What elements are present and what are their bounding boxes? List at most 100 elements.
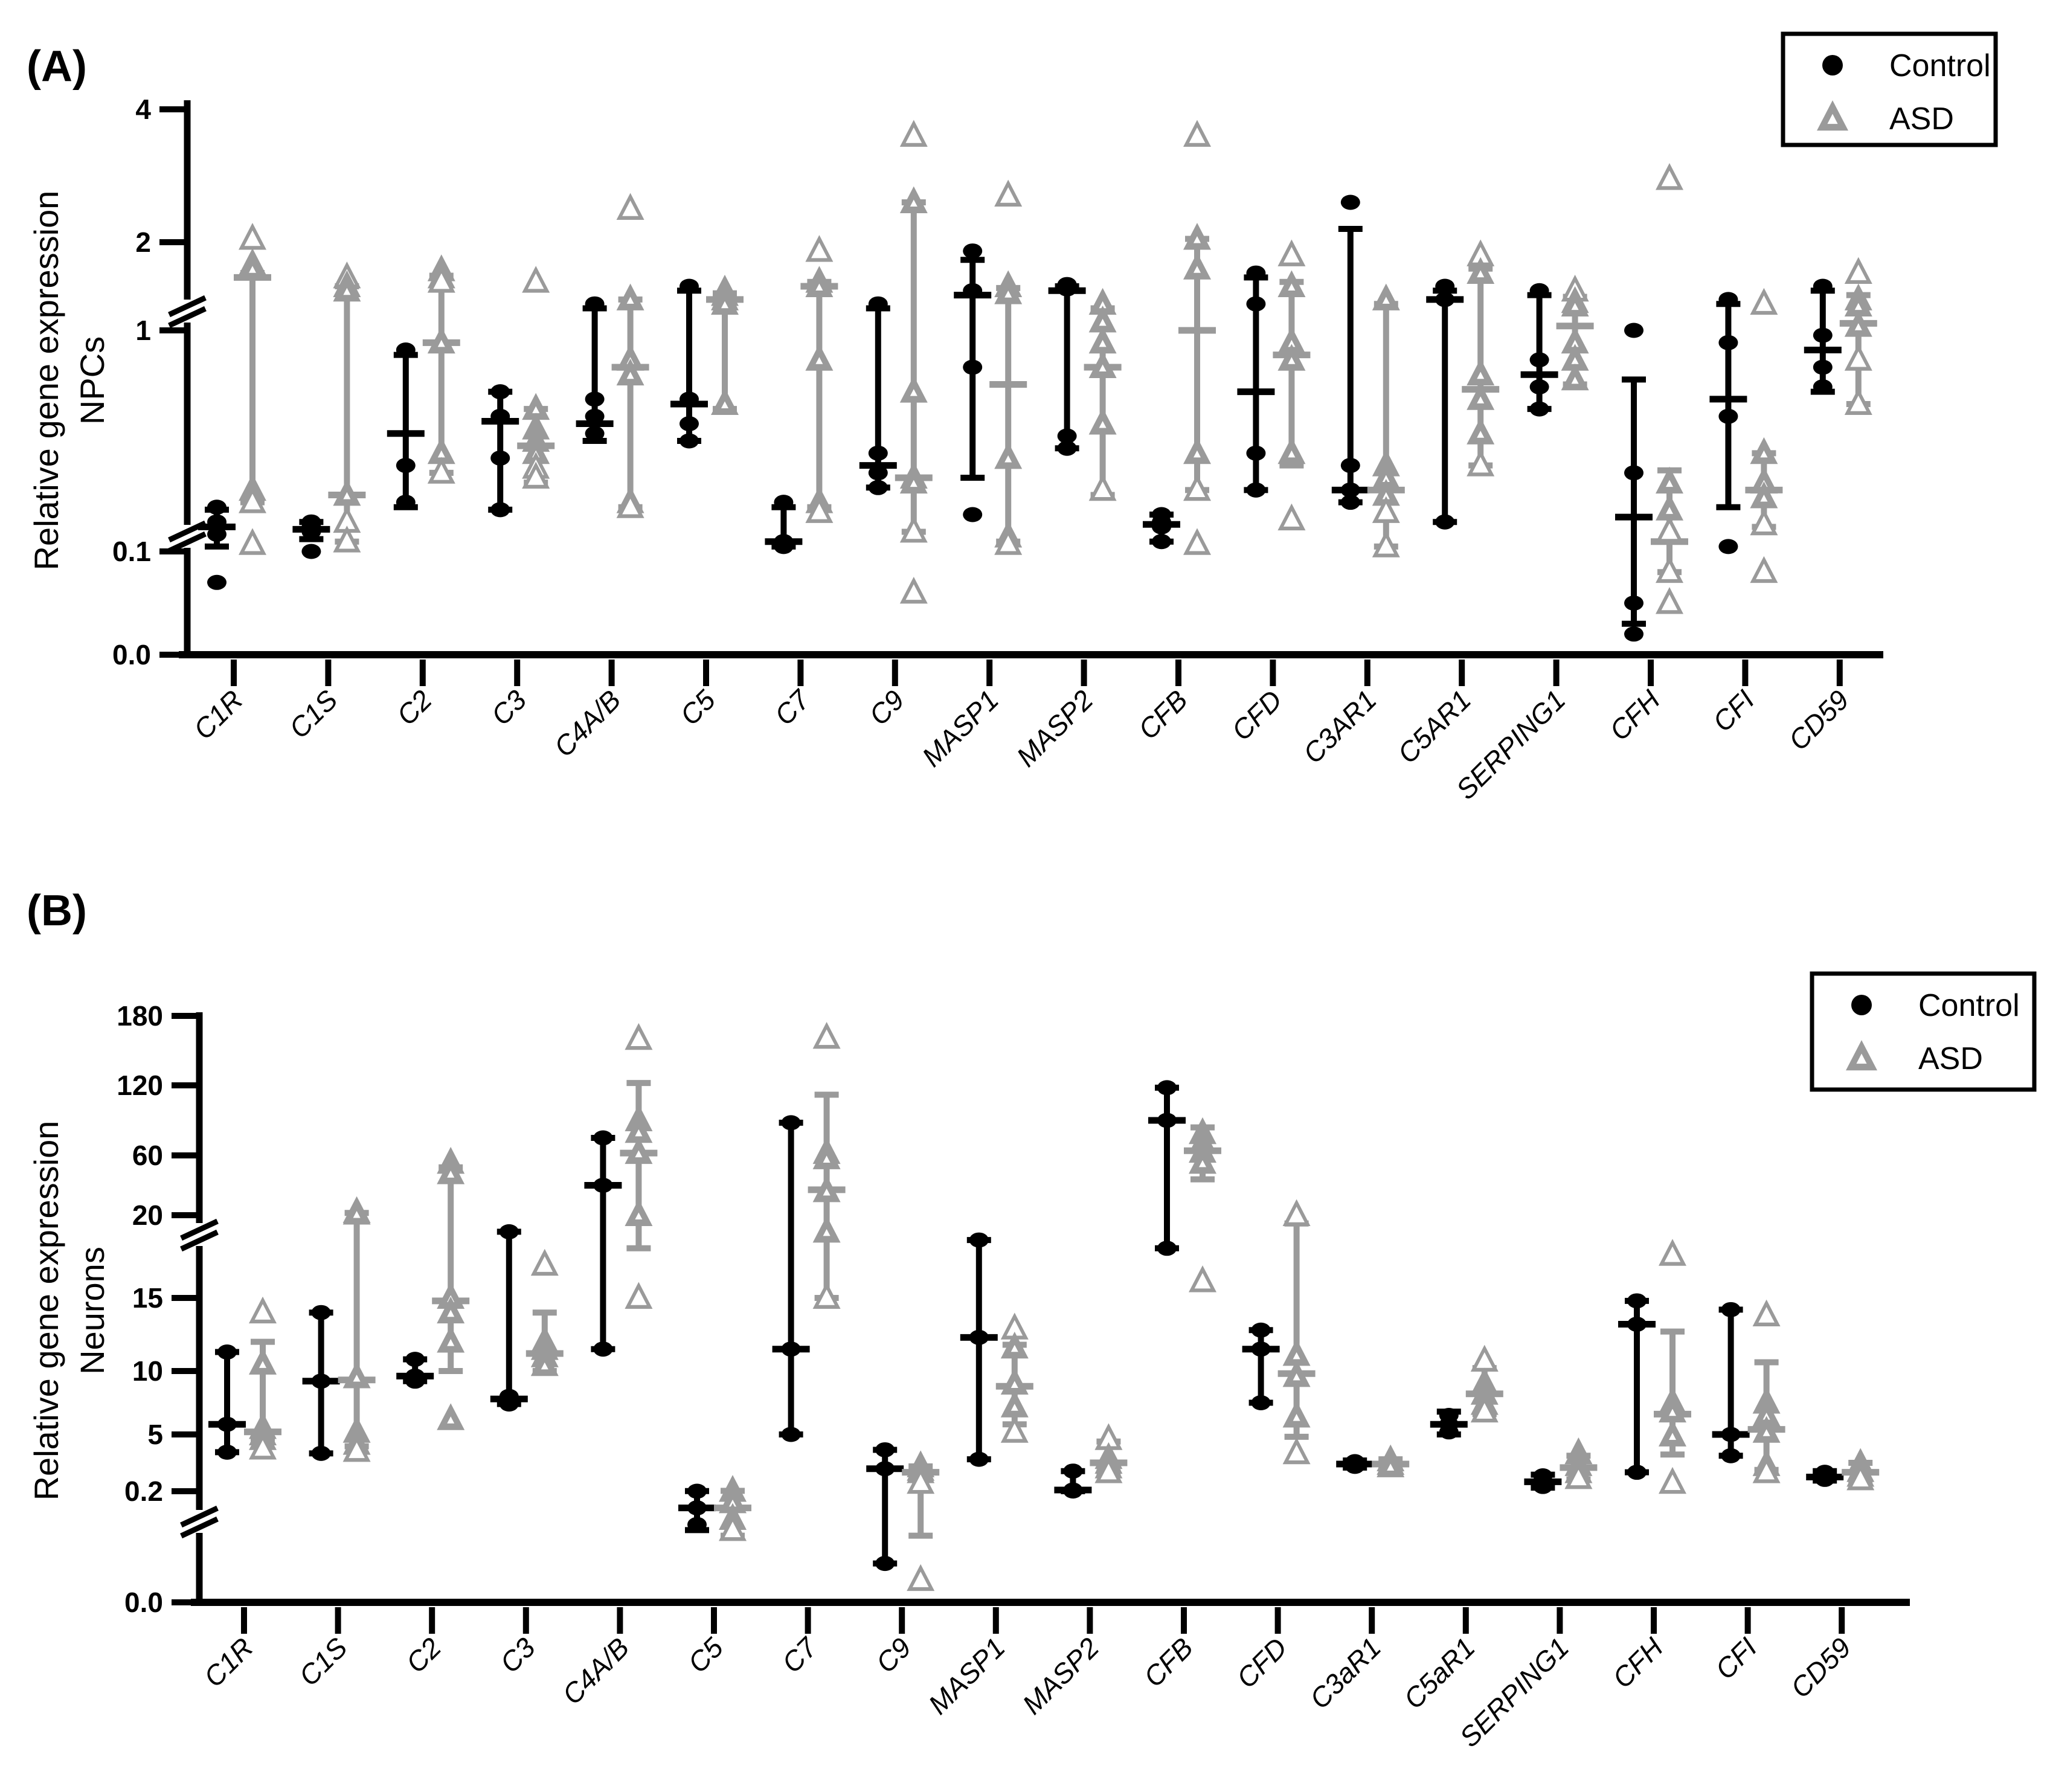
axis-break-icon [180, 1218, 219, 1241]
asd-point-center [343, 287, 351, 295]
control-point [963, 507, 983, 522]
control-point [207, 574, 227, 590]
control-point [207, 527, 227, 542]
asd-point-center [1004, 455, 1012, 463]
control-point [680, 391, 699, 407]
asd-point-center [905, 584, 922, 600]
asd-point-center [343, 492, 351, 499]
y-tick-label: 4 [135, 94, 151, 125]
asd-point-center [437, 450, 445, 458]
gene-label: CFB [1137, 1631, 1199, 1693]
control-point [969, 1329, 989, 1345]
control-point [1529, 283, 1549, 298]
control-point [1718, 539, 1738, 554]
control-point [781, 1427, 801, 1442]
asd-point-center [1378, 503, 1395, 519]
asd-point-center [1760, 450, 1768, 458]
y-tick-label: 0.2 [124, 1476, 163, 1507]
control-point [1057, 440, 1077, 456]
control-point [1813, 379, 1833, 395]
gene-label: CD59 [1784, 1631, 1857, 1704]
asd-point-center [447, 1171, 455, 1178]
control-point [499, 1396, 519, 1412]
control-point [1057, 281, 1077, 297]
asd-point-center [259, 1361, 266, 1368]
gene-label: MASP2 [1011, 684, 1099, 772]
control-point [1057, 428, 1077, 444]
control-point [1246, 445, 1266, 461]
control-point [1246, 296, 1266, 312]
control-point [301, 524, 321, 539]
control-point [311, 1373, 331, 1389]
control-point [868, 445, 888, 461]
gene-label: C9 [863, 684, 910, 731]
asd-point-center [1006, 1423, 1023, 1439]
axis-break-icon [180, 1229, 219, 1252]
asd-point-center [254, 1304, 271, 1320]
asd-point-center [1669, 1433, 1676, 1440]
asd-point-center [1477, 371, 1485, 379]
asd-point-center [527, 469, 544, 485]
asd-point-center [536, 1256, 553, 1272]
gene-label: C5AR1 [1392, 684, 1477, 769]
asd-point-center [244, 230, 261, 246]
control-point [1157, 1080, 1177, 1096]
control-point [680, 416, 699, 432]
asd-point-center [622, 498, 638, 515]
control-point [1063, 1483, 1083, 1499]
gene-label: CFB [1132, 684, 1194, 745]
legend-triangle-icon [1856, 1053, 1867, 1064]
asd-point-center [1664, 1474, 1681, 1491]
asd-point-center [1756, 564, 1772, 579]
asd-point-center [1571, 376, 1579, 384]
gene-label: C5aR1 [1398, 1631, 1481, 1715]
control-point [1063, 1463, 1083, 1479]
asd-point-center [1099, 301, 1107, 309]
control-point [1157, 1241, 1177, 1256]
asd-point-center [1284, 511, 1300, 527]
axis-break-icon [168, 295, 207, 318]
legend-control-label: Control [1918, 988, 2020, 1023]
control-point [207, 514, 227, 530]
legend-asd-label: ASD [1918, 1041, 1983, 1076]
asd-point-center [1288, 283, 1296, 291]
asd-point-center [1101, 1463, 1117, 1480]
asd-point-center [1194, 236, 1201, 243]
control-point [1533, 1479, 1553, 1494]
control-point [963, 359, 983, 375]
control-point [1624, 323, 1644, 338]
asd-point-center [1669, 1408, 1676, 1416]
asd-point-center [815, 283, 823, 291]
gene-label: CFD [1230, 1631, 1293, 1694]
asd-point-center [244, 535, 261, 551]
control-point [1718, 292, 1738, 307]
control-point [217, 1444, 237, 1460]
control-point [490, 450, 510, 466]
asd-point-center [1661, 594, 1678, 611]
asd-point-center [910, 480, 917, 487]
control-point [1340, 482, 1360, 498]
y-tick-label: 20 [132, 1199, 163, 1231]
asd-point-center [353, 1374, 361, 1382]
asd-point-center [1666, 507, 1673, 514]
control-point [217, 1416, 237, 1432]
asd-point-center [353, 1210, 361, 1218]
legend-box [1781, 31, 1998, 147]
asd-point-center [905, 523, 922, 539]
asd-point-center [1099, 364, 1107, 371]
asd-point-center [626, 297, 634, 304]
asd-point-center [1194, 266, 1201, 273]
control-point [1624, 465, 1644, 481]
legend-asd-label: ASD [1889, 101, 1954, 136]
control-point [1718, 335, 1738, 350]
control-point [490, 502, 510, 518]
control-point [875, 1461, 895, 1477]
control-point [1718, 408, 1738, 424]
gene-label: MASP1 [916, 684, 1004, 772]
gene-label: C1R [198, 1631, 259, 1693]
y-tick-label: 1 [135, 315, 151, 346]
gene-label: MASP1 [922, 1631, 1011, 1720]
asd-point-center [1288, 1206, 1305, 1222]
control-point [1152, 534, 1171, 550]
asd-point-center [1666, 480, 1673, 487]
